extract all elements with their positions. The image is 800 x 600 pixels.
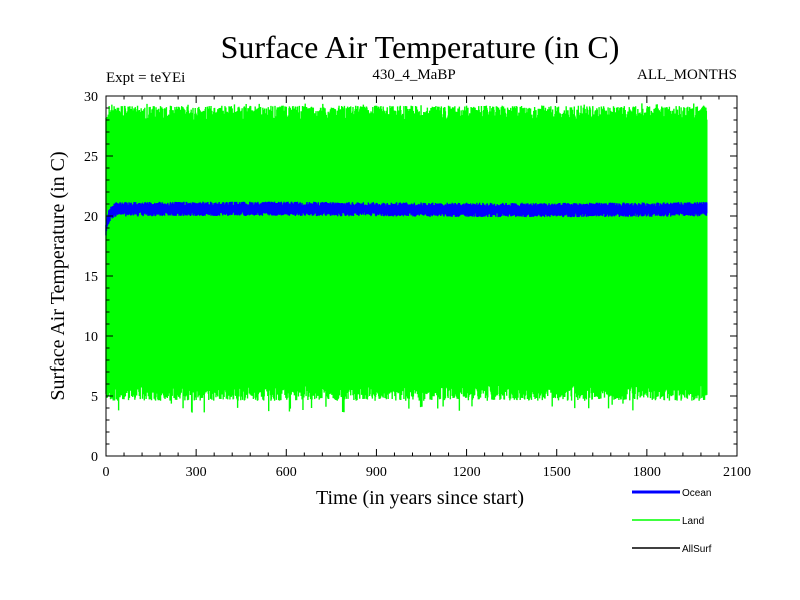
y-axis: 0 5 10 15 20 25 30 (84, 90, 737, 465)
x-tick-label: 600 (276, 465, 297, 480)
legend-label-allsurf: AllSurf (682, 544, 712, 555)
experiment-label: Expt = teYEi (106, 70, 185, 86)
y-tick-label: 25 (84, 150, 98, 165)
chart-title: Surface Air Temperature (in C) (221, 29, 620, 65)
y-tick-label: 0 (91, 450, 98, 465)
x-tick-label: 300 (186, 465, 207, 480)
legend-label-land: Land (682, 516, 704, 527)
x-tick-label: 1800 (633, 465, 661, 480)
land-series-line (105, 103, 708, 413)
x-tick-label: 1200 (453, 465, 481, 480)
y-tick-label: 10 (84, 330, 98, 345)
y-tick-label: 15 (84, 270, 98, 285)
x-tick-label: 2100 (723, 465, 751, 480)
x-tick-label: 1500 (543, 465, 571, 480)
x-tick-label: 900 (366, 465, 387, 480)
x-tick-label: 0 (103, 465, 110, 480)
legend: Ocean Land AllSurf (632, 488, 712, 555)
series-bands (105, 103, 708, 413)
y-axis-label: Surface Air Temperature (in C) (47, 151, 69, 400)
y-tick-label: 5 (91, 390, 98, 405)
x-axis: 0 300 600 900 1200 1500 1800 2100 (103, 96, 751, 480)
period-label: 430_4_MaBP (372, 67, 455, 83)
x-axis-label: Time (in years since start) (316, 487, 524, 509)
y-tick-label: 20 (84, 210, 98, 225)
y-tick-label: 30 (84, 90, 98, 105)
months-label: ALL_MONTHS (637, 67, 737, 83)
legend-label-ocean: Ocean (682, 488, 711, 499)
